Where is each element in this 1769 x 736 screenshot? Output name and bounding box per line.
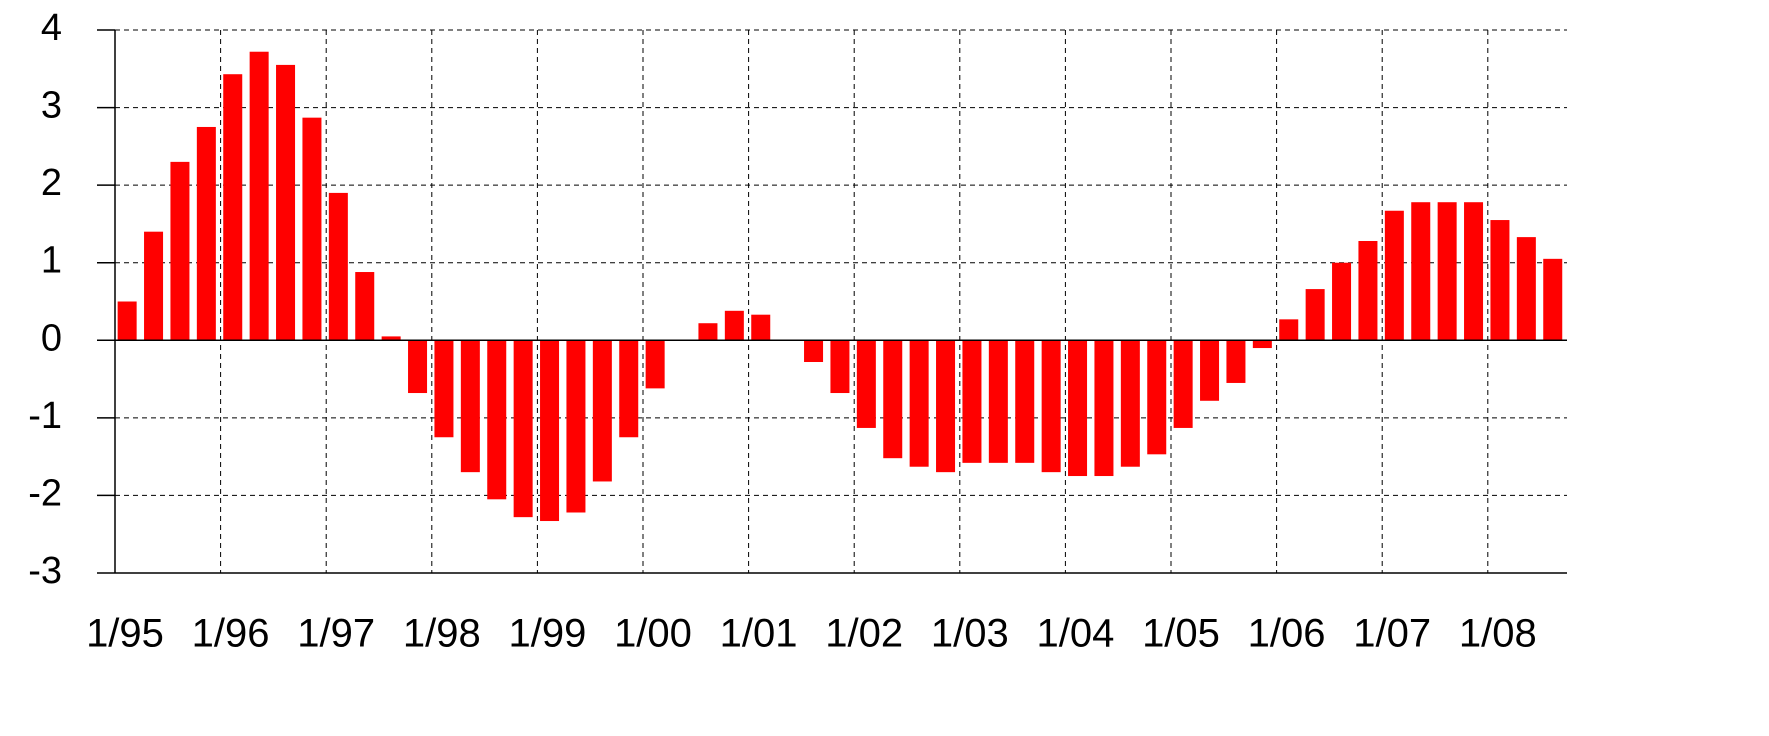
x-tick-label: 1/02 xyxy=(825,612,903,656)
bar xyxy=(223,74,243,341)
bar xyxy=(1068,340,1088,477)
bar xyxy=(698,323,718,341)
bar xyxy=(856,340,876,428)
bar xyxy=(1015,340,1035,463)
bar xyxy=(513,340,533,518)
bar xyxy=(434,340,454,438)
bar xyxy=(1490,220,1510,341)
bar xyxy=(883,340,903,459)
bar xyxy=(1252,340,1272,349)
bar xyxy=(724,310,744,341)
bar xyxy=(1358,240,1378,341)
bar xyxy=(196,126,216,341)
bar xyxy=(381,336,401,341)
x-tick-label: 1/07 xyxy=(1353,612,1431,656)
x-tick-label: 1/03 xyxy=(931,612,1009,656)
bar xyxy=(988,340,1008,463)
bar xyxy=(144,231,164,341)
x-tick-label: 1/06 xyxy=(1248,612,1326,656)
bar xyxy=(909,340,929,467)
x-tick-label: 1/01 xyxy=(720,612,798,656)
x-tick-label: 1/00 xyxy=(614,612,692,656)
bar xyxy=(1384,210,1404,341)
bar xyxy=(460,340,480,473)
bar xyxy=(1332,262,1352,341)
bar xyxy=(1305,289,1325,341)
bar xyxy=(1437,202,1457,341)
x-tick-label: 1/98 xyxy=(403,612,481,656)
bar xyxy=(645,340,665,389)
x-tick-label: 1/05 xyxy=(1142,612,1220,656)
bar xyxy=(487,340,507,500)
bar xyxy=(751,314,771,341)
y-tick-label: 1 xyxy=(41,240,62,282)
bar xyxy=(408,340,428,394)
y-tick-label: 2 xyxy=(41,162,62,204)
bar xyxy=(355,272,375,341)
x-tick-label: 1/08 xyxy=(1459,612,1537,656)
x-tick-label: 1/97 xyxy=(297,612,375,656)
bar xyxy=(117,301,137,341)
bar xyxy=(619,340,639,438)
y-tick-label: 3 xyxy=(41,85,62,127)
x-tick-label: 1/96 xyxy=(192,612,270,656)
y-tick-label: -1 xyxy=(28,395,62,437)
bar xyxy=(540,340,560,522)
bar xyxy=(1411,202,1431,341)
bar xyxy=(566,340,586,513)
bar xyxy=(830,340,850,394)
y-tick-label: -2 xyxy=(28,472,62,514)
bar xyxy=(170,161,190,341)
bar xyxy=(1200,340,1220,401)
bar xyxy=(1516,237,1536,341)
x-tick-label: 1/95 xyxy=(86,612,164,656)
bar xyxy=(1041,340,1061,473)
bar xyxy=(1173,340,1193,428)
bar xyxy=(1279,319,1299,341)
bar xyxy=(1094,340,1114,477)
bar xyxy=(1226,340,1246,383)
bar xyxy=(936,340,956,473)
bar xyxy=(328,192,348,341)
y-tick-label: -3 xyxy=(28,550,62,592)
bar xyxy=(962,340,982,463)
bar xyxy=(1120,340,1140,467)
x-tick-label: 1/99 xyxy=(508,612,586,656)
bar xyxy=(1147,340,1167,455)
bar xyxy=(592,340,612,482)
bar xyxy=(1464,202,1484,341)
bar xyxy=(804,340,824,363)
bar xyxy=(249,51,269,341)
y-tick-label: 4 xyxy=(41,7,62,49)
bar xyxy=(302,117,322,341)
x-tick-label: 1/04 xyxy=(1036,612,1114,656)
bar xyxy=(1543,258,1563,341)
bar xyxy=(276,64,296,341)
y-tick-label: 0 xyxy=(41,317,62,359)
